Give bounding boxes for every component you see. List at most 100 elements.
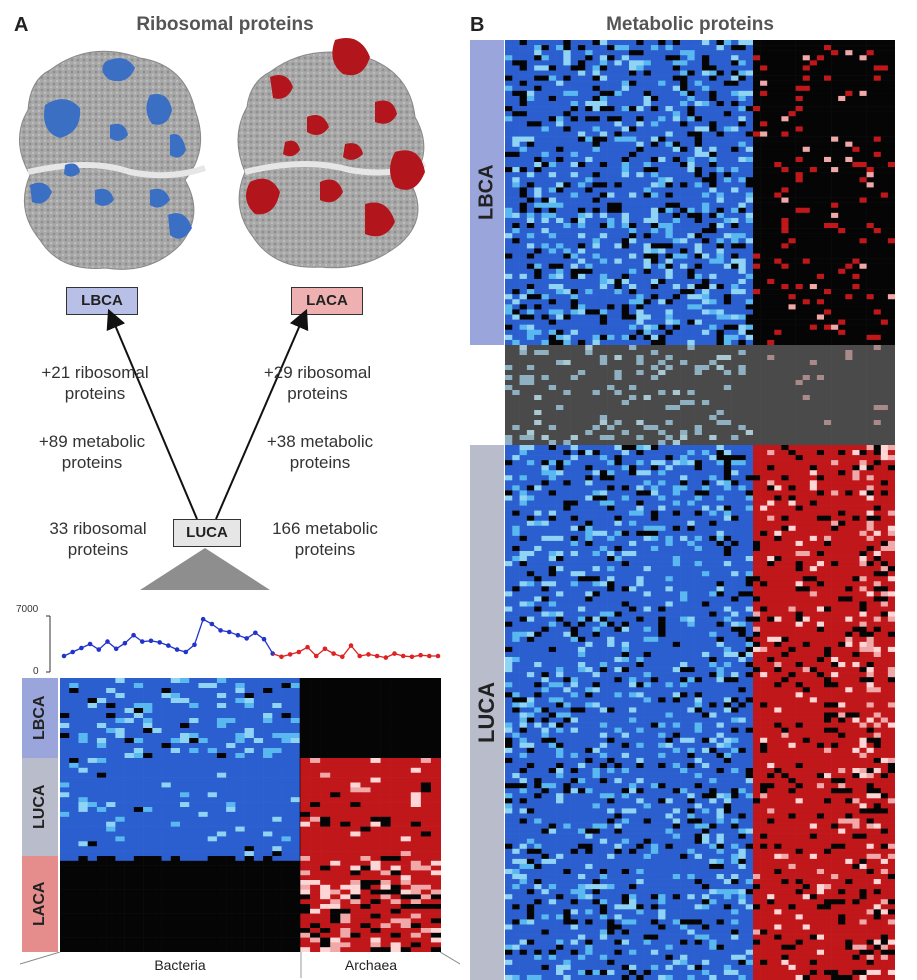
heatmap-cell <box>753 156 761 163</box>
heatmap-cell <box>716 309 725 315</box>
heatmap-cell <box>380 683 391 689</box>
heatmap-cell <box>360 698 371 704</box>
heatmap-cell <box>124 753 135 759</box>
heatmap-cell <box>519 131 528 137</box>
heatmap-cell <box>760 141 768 148</box>
heatmap-cell <box>665 248 674 254</box>
heatmap-cell <box>672 299 681 305</box>
heatmap-cell <box>852 146 860 153</box>
heatmap-cell <box>859 141 867 148</box>
heatmap-cell <box>873 106 882 112</box>
heatmap-cell <box>570 233 579 239</box>
heatmap-cell <box>272 908 282 914</box>
heatmap-cell <box>636 258 644 264</box>
heatmap-cell <box>330 698 341 704</box>
heatmap-cell <box>709 182 717 188</box>
heatmap-cell <box>390 918 402 924</box>
heatmap-cell <box>650 172 659 178</box>
heatmap-cell <box>809 60 818 66</box>
heatmap-cell <box>738 141 746 148</box>
heatmap-cell <box>244 693 255 699</box>
heatmap-cell <box>577 70 586 76</box>
heatmap-cell <box>272 723 282 729</box>
heatmap-cell <box>170 865 181 871</box>
heatmap-cell <box>207 899 218 905</box>
heatmap-cell <box>607 121 615 127</box>
heatmap-cell <box>650 289 659 295</box>
heatmap-cell <box>253 875 264 881</box>
heatmap-cell <box>563 197 571 203</box>
heatmap-cell <box>380 743 391 749</box>
heatmap-cell <box>390 762 402 769</box>
heatmap-cell <box>570 90 579 97</box>
heatmap-cell <box>60 908 70 914</box>
heatmap-cell <box>873 80 882 87</box>
heatmap-cell <box>577 207 586 214</box>
heatmap-cell <box>570 141 579 148</box>
heatmap-cell <box>272 880 282 886</box>
heatmap-cell <box>340 894 351 900</box>
heatmap-cell <box>643 284 652 290</box>
heatmap-cell <box>78 758 88 764</box>
heatmap-cell <box>310 831 321 837</box>
heatmap-cell <box>680 212 688 219</box>
heatmap-cell <box>96 693 107 699</box>
heatmap-cell <box>244 942 255 948</box>
heatmap-cell <box>189 688 199 694</box>
heatmap-cell <box>370 797 381 803</box>
heatmap-cell <box>802 106 811 112</box>
heatmap-cell <box>694 101 703 107</box>
heatmap-cell <box>709 268 717 275</box>
heatmap-cell <box>795 101 803 107</box>
heatmap-cell <box>745 70 754 76</box>
heatmap-cell <box>281 708 292 714</box>
heatmap-cell <box>281 894 292 900</box>
lbca-node-label: LBCA <box>66 287 138 315</box>
heatmap-cell <box>563 55 571 61</box>
heatmap-cell <box>614 233 622 239</box>
heatmap-cell <box>253 841 264 847</box>
heatmap-cell <box>69 683 79 689</box>
heatmap-cell <box>69 865 79 871</box>
heatmap-cell <box>672 253 681 259</box>
heatmap-cell <box>340 937 351 943</box>
heatmap-cell <box>290 913 301 919</box>
heatmap-cell <box>290 846 301 852</box>
heatmap-cell <box>420 728 432 734</box>
heatmap-cell <box>680 141 688 148</box>
heatmap-cell <box>687 228 695 234</box>
heatmap-cell <box>548 101 557 107</box>
heatmap-cell <box>350 846 361 852</box>
heatmap-cell <box>643 131 652 137</box>
heatmap-cell <box>541 299 550 305</box>
heatmap-cell <box>781 65 789 71</box>
heatmap-cell <box>541 334 550 341</box>
heatmap-cell <box>680 228 688 234</box>
heatmap-cell <box>838 85 846 92</box>
heatmap-cell <box>189 698 199 704</box>
heatmap-cell <box>658 197 666 203</box>
heatmap-cell <box>859 167 867 173</box>
heatmap-cell <box>300 787 311 793</box>
heatmap-cell <box>658 131 666 137</box>
heatmap-cell <box>350 758 361 764</box>
heatmap-cell <box>519 95 528 102</box>
heatmap-cell <box>585 268 593 275</box>
heatmap-cell <box>106 880 116 886</box>
heatmap-cell <box>69 703 79 709</box>
heatmap-cell <box>774 101 782 107</box>
heatmap-cell <box>96 683 107 689</box>
heatmap-cell <box>665 202 674 209</box>
heatmap-cell <box>621 202 630 209</box>
heatmap-cell <box>143 753 153 759</box>
heatmap-cell <box>709 329 717 336</box>
heatmap-cell <box>143 723 153 729</box>
heatmap-cell <box>658 90 666 97</box>
heatmap-cell <box>570 167 579 173</box>
heatmap-cell <box>281 821 292 827</box>
heatmap-cell <box>592 324 601 331</box>
heatmap-cell <box>880 111 889 117</box>
heatmap-cell <box>694 289 703 295</box>
heatmap-cell <box>614 339 622 346</box>
heatmap-cell <box>290 860 301 866</box>
